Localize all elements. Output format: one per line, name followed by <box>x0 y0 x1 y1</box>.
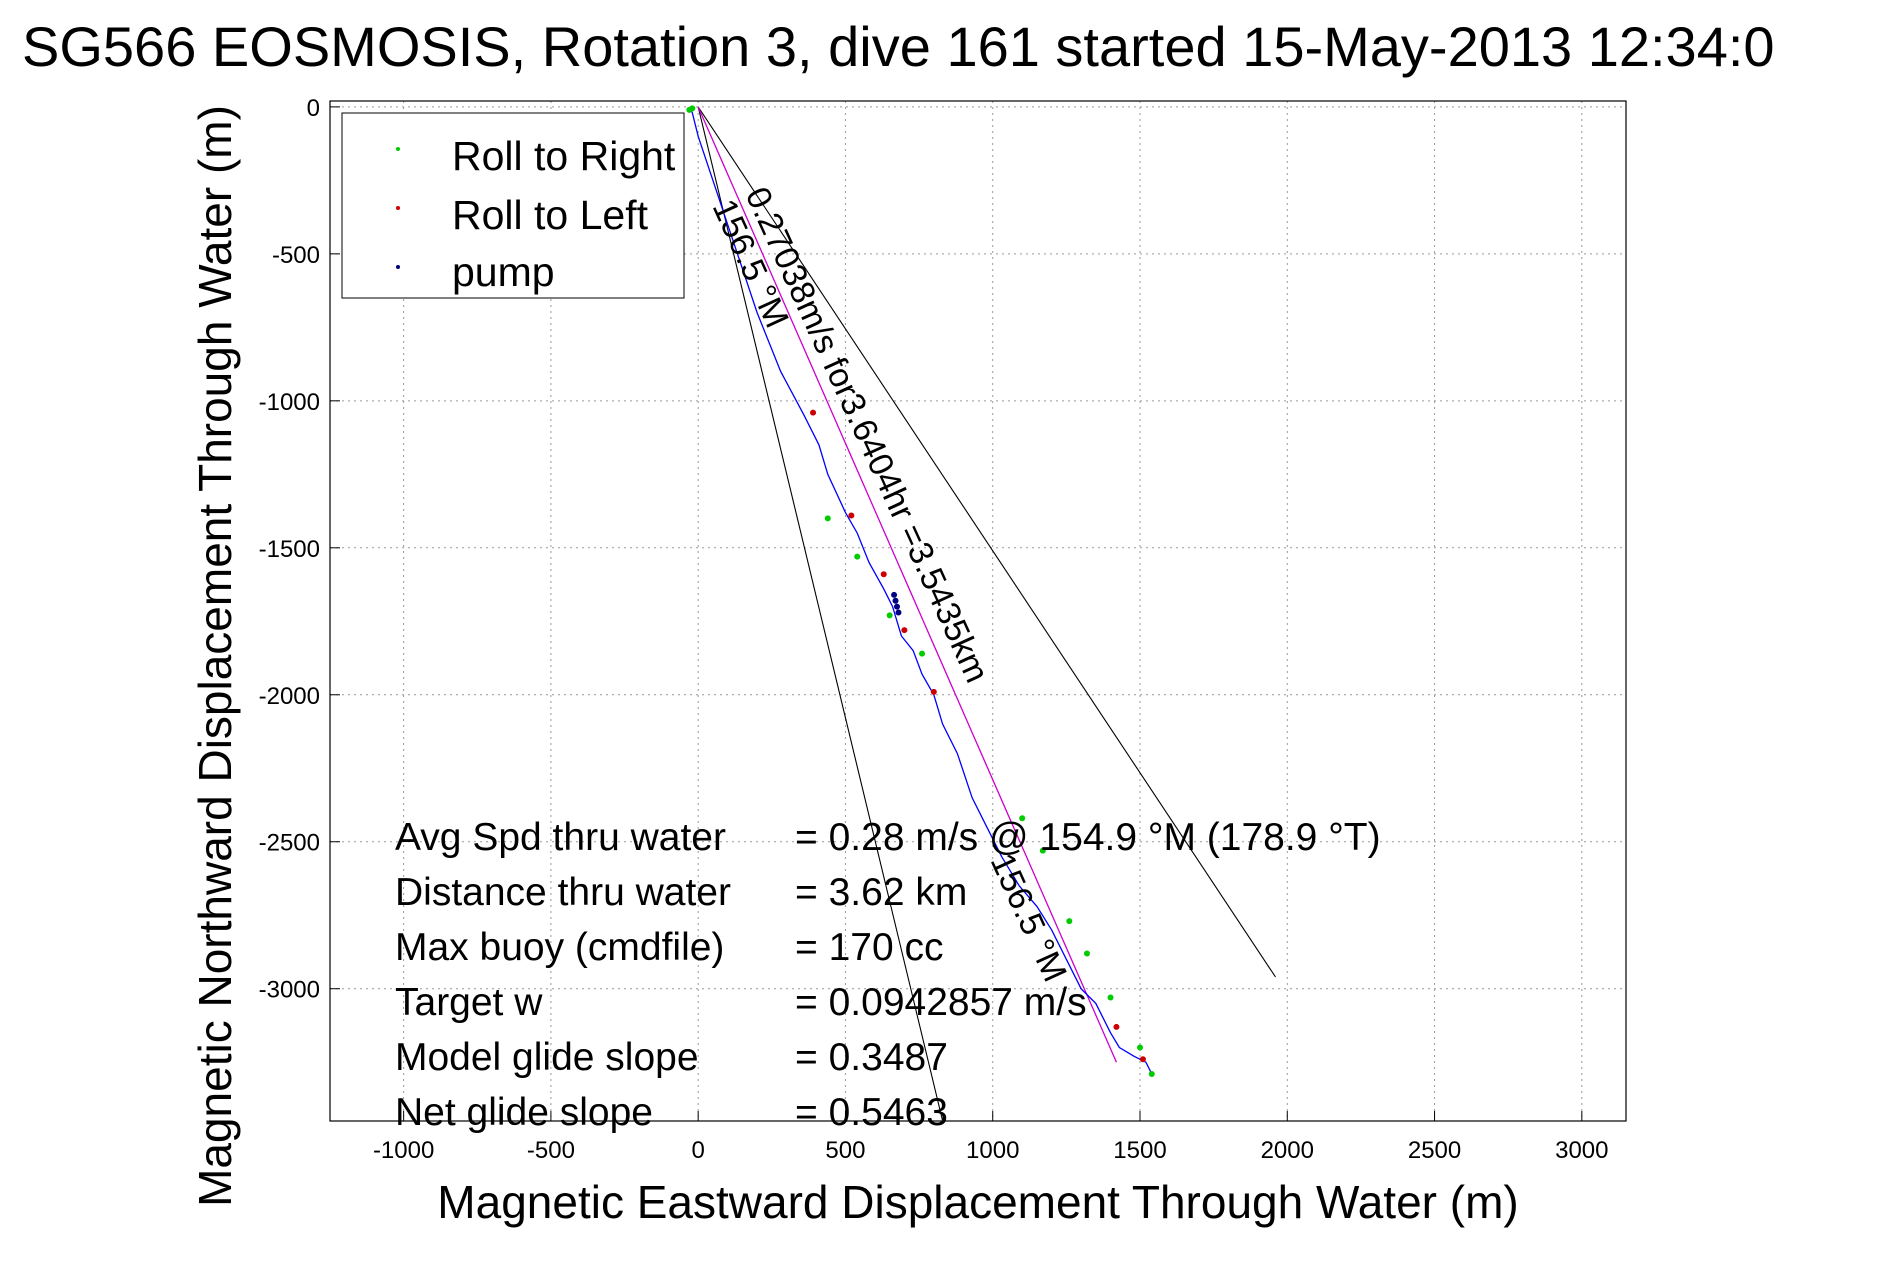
x-tick-label: 500 <box>825 1137 865 1164</box>
cone-line-left <box>697 106 944 1122</box>
x-tick-label: 2000 <box>1261 1137 1314 1164</box>
roll-left-point <box>880 571 887 578</box>
legend-label-pump: pump <box>452 249 555 295</box>
x-tick-label: 3000 <box>1555 1137 1608 1164</box>
pump-point <box>892 597 899 604</box>
y-tick-label: -2000 <box>259 683 320 710</box>
legend-marker-roll-right <box>396 147 400 151</box>
y-axis-label: Magnetic Northward Displacement Through … <box>189 105 241 1207</box>
stat-label-target-w: Target w <box>395 981 543 1024</box>
roll-right-point <box>824 515 831 522</box>
stat-value-target-w: = 0.0942857 m/s <box>795 981 1087 1024</box>
data-layer <box>686 105 1276 1122</box>
pump-point <box>894 603 900 610</box>
y-tick-label: -3000 <box>259 977 320 1004</box>
roll-left-point <box>1113 1023 1120 1030</box>
roll-right-point <box>689 105 696 112</box>
x-axis-label: Magnetic Eastward Displacement Through W… <box>437 1176 1518 1228</box>
y-tick-label: -500 <box>272 242 320 269</box>
stat-label-model-glide: Model glide slope <box>395 1036 699 1079</box>
roll-right-point <box>1083 950 1090 957</box>
chart-title: SG566 EOSMOSIS, Rotation 3, dive 161 sta… <box>22 15 1775 78</box>
y-tick-label: 0 <box>307 95 320 122</box>
stat-value-distance: = 3.62 km <box>795 871 967 914</box>
roll-left-point <box>810 409 817 416</box>
stat-value-avg-spd: = 0.28 m/s @ 154.9 °M (178.9 °T) <box>795 816 1381 859</box>
x-tick-label: 2500 <box>1408 1137 1461 1164</box>
glider-track-line <box>688 106 1153 1075</box>
stat-label-net-glide: Net glide slope <box>395 1091 653 1134</box>
x-tick-label: 1500 <box>1113 1137 1166 1164</box>
legend-label-roll-left: Roll to Left <box>452 192 649 238</box>
x-tick-label: -1000 <box>373 1137 434 1164</box>
roll-right-point <box>1137 1044 1143 1051</box>
stat-value-model-glide: = 0.3487 <box>795 1036 948 1079</box>
stat-label-max-buoy: Max buoy (cmdfile) <box>395 926 724 969</box>
x-tick-label: 0 <box>692 1137 705 1164</box>
grid-layer <box>330 101 1626 1121</box>
x-tick-label: -500 <box>527 1137 575 1164</box>
pump-point <box>891 591 898 598</box>
x-tick-label: 1000 <box>966 1137 1019 1164</box>
y-tick-label: -2500 <box>259 830 320 857</box>
roll-left-point <box>930 688 937 695</box>
roll-right-point <box>1039 847 1046 854</box>
stat-label-avg-spd: Avg Spd thru water <box>395 816 726 859</box>
roll-left-point <box>1139 1056 1146 1063</box>
stat-value-net-glide: = 0.5463 <box>795 1091 948 1134</box>
cone-line-right <box>697 106 1276 978</box>
roll-right-point <box>1107 994 1114 1001</box>
stats-block: Avg Spd thru water = 0.28 m/s @ 154.9 °M… <box>395 816 1381 1134</box>
tick-labels: -1000 -500 0 500 1000 1500 2000 2500 3000 0 -500 -1… <box>259 95 1609 1164</box>
roll-right-point <box>886 612 893 619</box>
legend: Roll to Right Roll to Left pump <box>341 112 685 299</box>
y-tick-label: -1000 <box>259 389 320 416</box>
heading-line <box>697 106 1118 1063</box>
roll-right-point <box>1066 918 1073 925</box>
legend-label-roll-right: Roll to Right <box>452 133 676 179</box>
roll-right-point <box>919 650 926 657</box>
roll-left-point <box>848 512 855 519</box>
legend-marker-pump <box>396 265 400 269</box>
roll-right-point <box>1019 815 1026 822</box>
heading-annotation: 0.27038m/s for3.6404hr =3.5435km <box>738 182 996 689</box>
y-tick-label: -1500 <box>259 536 320 563</box>
right-heading-annotation: 156.5 °M <box>983 848 1074 988</box>
plot-frame <box>329 100 1627 1122</box>
pump-point <box>895 609 902 616</box>
legend-marker-roll-left <box>396 206 400 210</box>
roll-left-point <box>901 627 908 634</box>
roll-right-point <box>854 553 861 560</box>
stat-label-distance: Distance thru water <box>395 871 731 914</box>
stat-value-max-buoy: = 170 cc <box>795 926 944 969</box>
roll-right-point <box>1148 1070 1155 1077</box>
